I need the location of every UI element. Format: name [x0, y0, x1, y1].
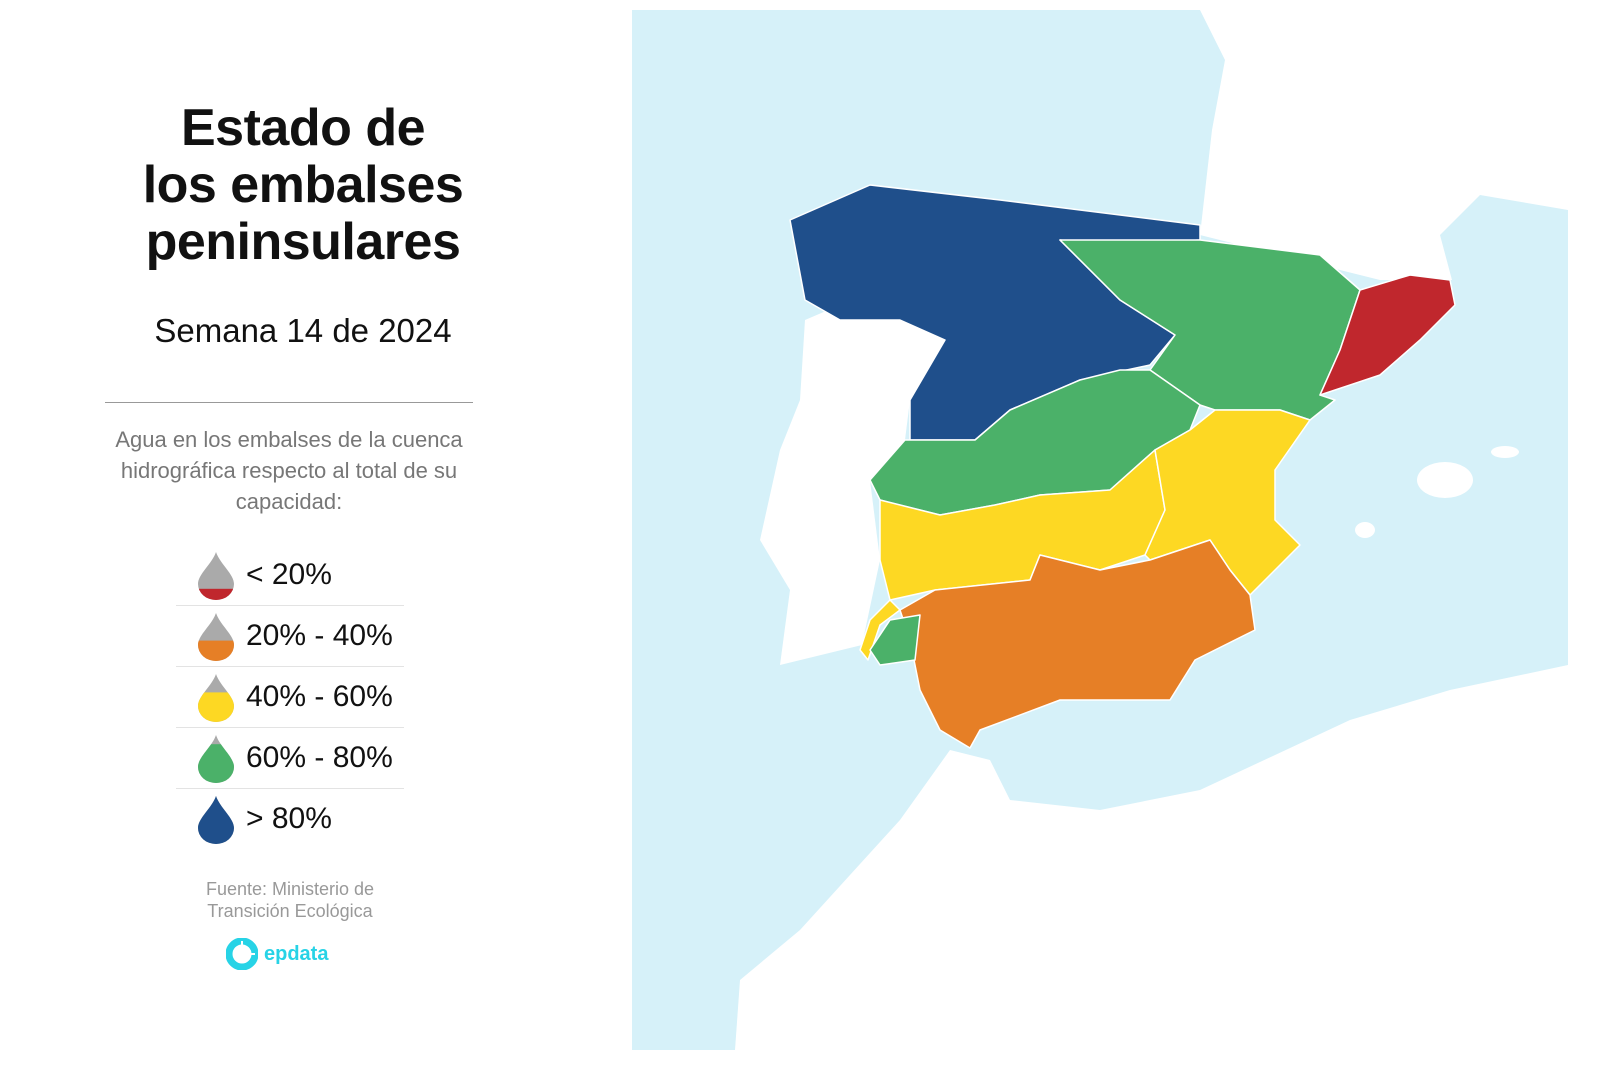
france-land [1200, 10, 1568, 280]
logo-text: epdata [264, 942, 329, 965]
title-line: Estado de [181, 99, 426, 157]
subtitle: Semana 14 de 2024 [154, 312, 452, 349]
menorca [1491, 446, 1519, 458]
water-drop-icon [198, 613, 234, 661]
water-drop-icon [198, 674, 234, 722]
legend-label: > 80% [246, 802, 332, 835]
divider [105, 402, 473, 403]
page-title: Estado de los embalses peninsulares [0, 100, 606, 271]
legend-item: < 20% [176, 545, 404, 606]
legend-item: > 80% [176, 789, 404, 849]
logo-icon [226, 938, 258, 970]
source-line: Fuente: Ministerio de [205, 879, 375, 899]
basin-tinto-odiel [869, 614, 921, 666]
legend-item: 20% - 40% [176, 606, 404, 667]
legend-description: Agua en los embalses de la cuenca hidrog… [115, 427, 463, 514]
spain-basins-map [632, 10, 1568, 1050]
water-drop-icon [198, 552, 234, 600]
water-drop-icon [198, 796, 234, 844]
ibiza [1355, 522, 1375, 538]
title-line: los embalses [142, 156, 464, 214]
basin-jucar [1144, 409, 1311, 596]
source-line: Transición Ecológica [207, 901, 373, 921]
legend-label: < 20% [246, 558, 332, 591]
legend-label: 60% - 80% [246, 741, 393, 774]
legend-item: 60% - 80% [176, 728, 404, 789]
legend-label: 20% - 40% [246, 619, 393, 652]
title-line: peninsulares [145, 213, 461, 271]
mallorca [1417, 462, 1473, 498]
legend-label: 40% - 60% [246, 680, 393, 713]
basin-catalonia [1319, 274, 1456, 396]
epdata-logo: epdata [226, 938, 328, 970]
africa-land [735, 665, 1568, 1050]
portugal-land [760, 305, 945, 665]
info-panel: Estado de los embalses peninsulares Sema… [0, 0, 610, 1072]
legend: < 20% 20% - 40% 40% - 60% 60% - 80% > 80… [176, 545, 404, 849]
legend-item: 40% - 60% [176, 667, 404, 728]
basin-south [899, 539, 1256, 749]
water-drop-icon [198, 735, 234, 783]
source-note: Fuente: Ministerio de Transición Ecológi… [140, 878, 440, 922]
